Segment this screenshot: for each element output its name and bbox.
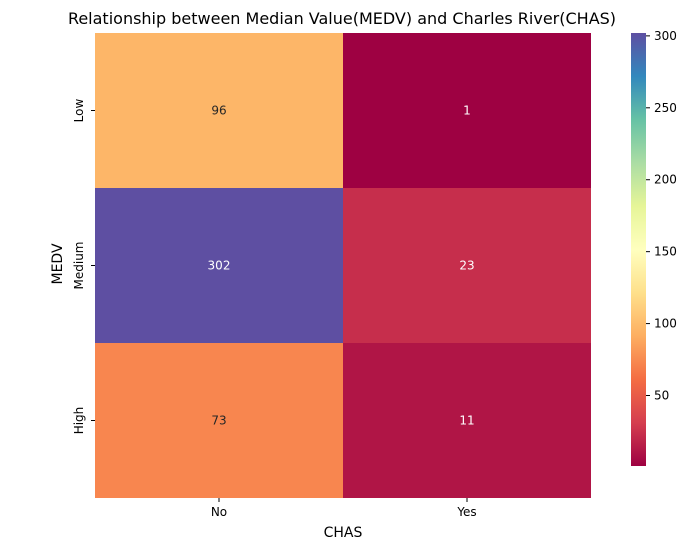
heatmap-cell-low-no — [95, 33, 343, 188]
colorbar-tick-label: 50 — [654, 389, 669, 403]
cell-value-label: 302 — [208, 259, 231, 273]
colorbar-tick-label: 200 — [654, 173, 677, 187]
cell-value-label: 23 — [459, 259, 474, 273]
x-tick-label: Yes — [456, 505, 476, 519]
y-tick-label: Medium — [72, 242, 86, 290]
colorbar-tick-label: 100 — [654, 317, 677, 331]
cell-value-label: 1 — [463, 104, 471, 118]
y-axis-label: MEDV — [50, 243, 66, 284]
y-tick-label: Low — [72, 99, 86, 123]
heatmap-cell-low-yes — [343, 33, 591, 188]
heatmap-cell-high-yes — [343, 343, 591, 498]
x-axis-label: CHAS — [324, 525, 363, 541]
heatmap-cell-high-no — [95, 343, 343, 498]
x-tick-label: No — [211, 505, 227, 519]
y-tick-label: High — [72, 407, 86, 435]
heatmap-cell-medium-no — [95, 188, 343, 343]
y-axis-ticks: Low Medium High — [72, 99, 95, 435]
cell-value-label: 11 — [459, 414, 474, 428]
x-axis-ticks: No Yes — [211, 498, 477, 519]
colorbar-ticks: 50 100 150 200 250 300 — [646, 29, 677, 403]
heatmap-cell-medium-yes — [343, 188, 591, 343]
chart-title: Relationship between Median Value(MEDV) … — [68, 9, 616, 28]
colorbar-tick-label: 150 — [654, 245, 677, 259]
heatmap-cells — [95, 33, 591, 498]
colorbar-tick-label: 250 — [654, 101, 677, 115]
colorbar — [631, 33, 646, 466]
colorbar-tick-label: 300 — [654, 29, 677, 43]
cell-value-labels: 96 1 302 23 73 11 — [208, 104, 475, 428]
cell-value-label: 73 — [211, 414, 226, 428]
cell-value-label: 96 — [211, 104, 226, 118]
